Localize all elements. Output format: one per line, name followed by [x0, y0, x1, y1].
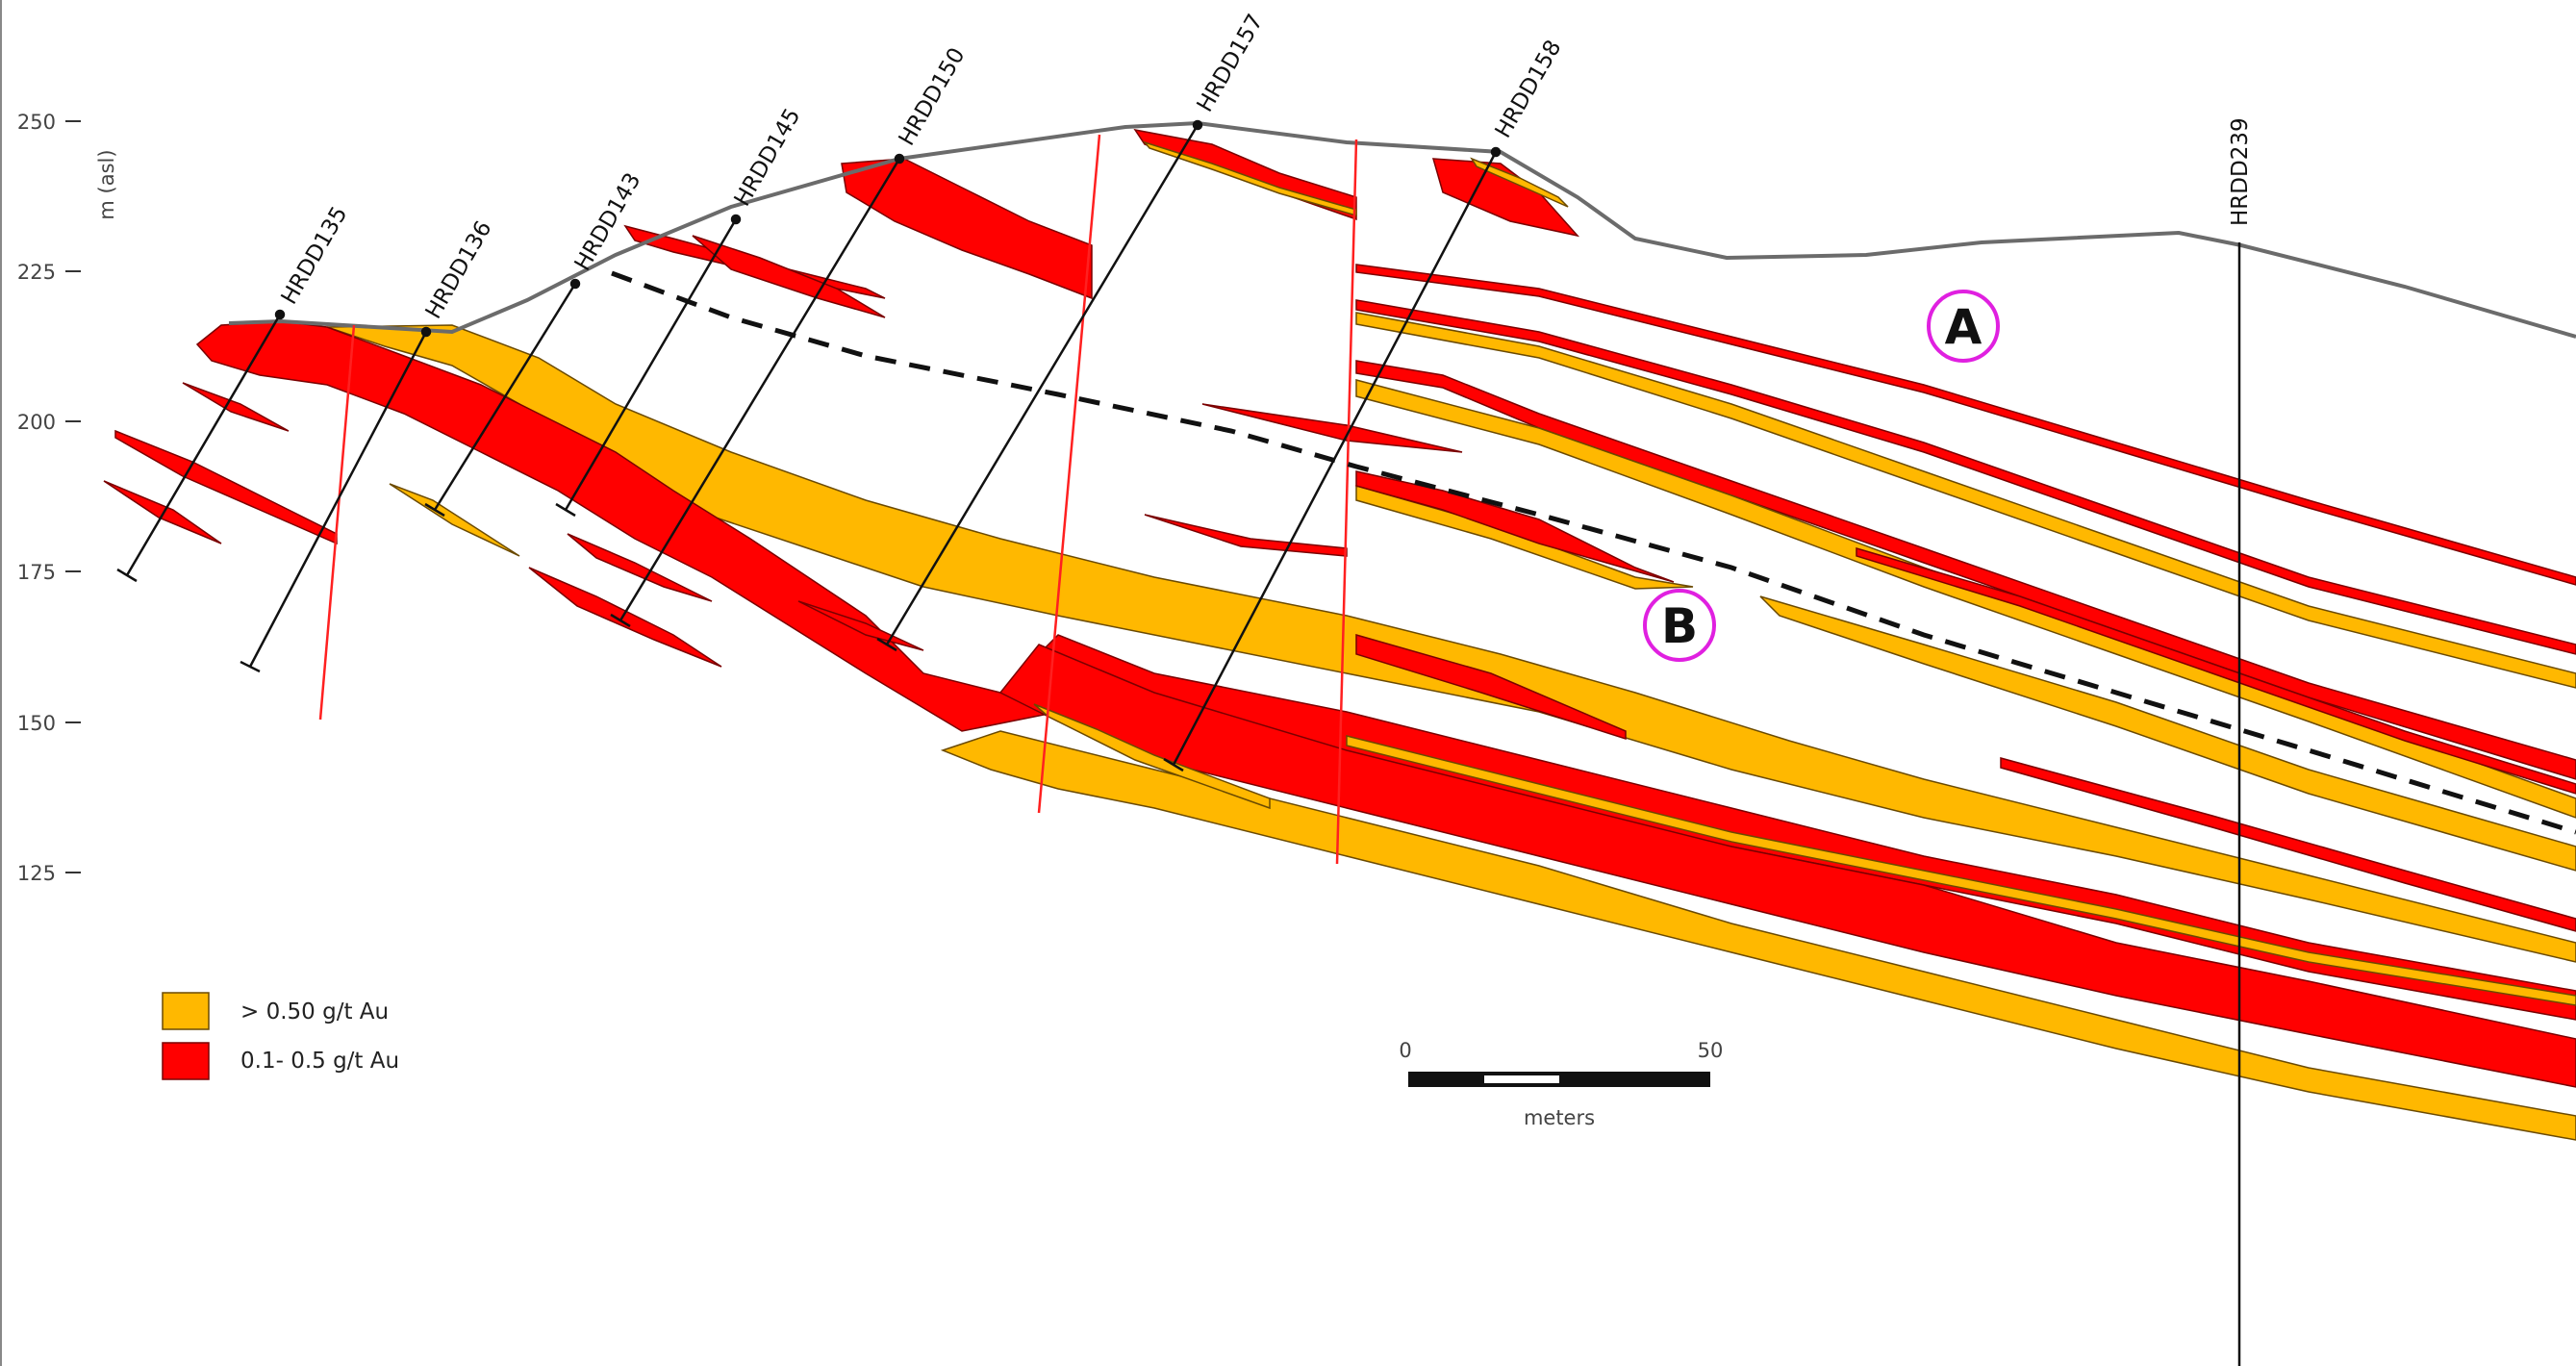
low-grade-zone	[1201, 403, 1463, 453]
low-grade-zone	[114, 429, 338, 545]
low-grade-zone	[1355, 360, 2576, 780]
drillhole-collar	[1192, 119, 1203, 131]
low-grade-zone	[1355, 634, 1627, 741]
drillhole-trace	[433, 283, 577, 511]
scale-unit-label: meters	[1524, 1106, 1595, 1129]
y-axis: 250 225 200 175 150 125 m (asl)	[17, 111, 118, 885]
drillhole-end-tick	[240, 660, 261, 673]
high-grade-zone	[1033, 703, 1271, 810]
drillhole-end-tick	[1163, 757, 1184, 772]
drillhole-end-tick	[876, 637, 897, 652]
drillhole-collar	[569, 278, 581, 290]
marker-label: B	[1661, 598, 1698, 654]
high-grade-zone	[1759, 595, 2576, 872]
drillhole-trace	[125, 314, 282, 576]
y-tick-label: 225	[17, 261, 56, 284]
marker-b: B	[1643, 589, 1716, 662]
high-grade-zone	[1142, 140, 1357, 216]
drillhole-trace	[564, 218, 738, 511]
marker-ring	[1927, 290, 2000, 363]
fault-line	[1335, 139, 1358, 865]
low-grade-zone	[1431, 158, 1580, 238]
high-grade-zone	[326, 324, 2576, 963]
drillhole-end-tick	[610, 613, 631, 628]
legend-swatch-high-grade	[162, 992, 210, 1030]
drillhole-collar	[1490, 146, 1502, 158]
legend: > 0.50 g/t Au 0.1- 0.5 g/t Au	[162, 992, 399, 1080]
low-grade-zone	[195, 320, 2576, 1021]
drillhole-collar	[420, 326, 432, 338]
dashed-boundary	[611, 270, 2576, 835]
y-axis-label: m (asl)	[95, 149, 118, 219]
fault-line	[318, 324, 356, 721]
drillhole-collar	[894, 153, 905, 164]
y-tick-label: 250	[17, 111, 56, 134]
high-grade-zone	[1355, 312, 2576, 689]
low-grade-zone	[1144, 514, 1348, 557]
drillhole-label: HRDD158	[1491, 36, 1567, 142]
low-grade-zone	[528, 567, 722, 668]
marker-label: A	[1945, 299, 1983, 355]
legend-swatch-low-grade	[162, 1042, 210, 1080]
low-grade-zone	[2000, 757, 2576, 932]
low-grade-zone	[1355, 470, 1675, 583]
drillhole-end-tick	[424, 502, 445, 518]
drillhole-trace	[248, 331, 428, 668]
drillhole-collar	[274, 309, 286, 320]
y-tick-label: 175	[17, 561, 56, 584]
drillhole-trace	[885, 124, 1200, 645]
marker-ring	[1643, 589, 1716, 662]
low-grade-zone	[1856, 546, 2576, 795]
high-grade-zone	[1470, 157, 1569, 208]
drillhole-trace	[619, 158, 901, 621]
fault-line	[1037, 134, 1101, 814]
ore-lenses	[103, 128, 2576, 1141]
legend-label-low-grade: 0.1- 0.5 g/t Au	[240, 1049, 399, 1074]
drillhole-end-tick	[116, 568, 138, 583]
y-tick-label: 125	[17, 862, 56, 885]
low-grade-zone	[182, 382, 290, 432]
drillhole-trace	[1172, 151, 1498, 766]
drillhole-end-tick	[555, 502, 576, 518]
drillhole-label: HRDD135	[277, 202, 353, 309]
low-grade-zone	[841, 158, 1093, 300]
drillhole-label: HRDD150	[895, 43, 971, 150]
topography-line	[228, 120, 2576, 339]
low-grade-zone	[567, 533, 713, 602]
drillhole-label: HRDD136	[421, 216, 497, 323]
low-grade-zone	[1355, 264, 2576, 586]
high-grade-zone	[940, 730, 2576, 1141]
y-tick-label: 150	[17, 712, 56, 735]
high-grade-zone	[389, 483, 520, 557]
scale-bar: 0 50 meters	[1399, 1039, 1723, 1129]
scale-bar-white-segment	[1484, 1075, 1559, 1083]
drillhole-collar	[730, 214, 742, 225]
drillholes	[116, 119, 2241, 1366]
scale-start-label: 0	[1399, 1039, 1411, 1062]
y-tick-label: 200	[17, 411, 56, 434]
high-grade-zone	[1355, 379, 2576, 819]
low-grade-zone	[797, 600, 924, 651]
high-grade-zone	[1346, 735, 2576, 1006]
drillhole-label: HRDD239	[2228, 117, 2253, 226]
legend-label-high-grade: > 0.50 g/t Au	[240, 999, 389, 1024]
low-grade-zone	[1355, 299, 2576, 655]
drillhole-label: HRDD157	[1193, 10, 1269, 116]
marker-a: A	[1927, 290, 2000, 363]
scale-end-label: 50	[1698, 1039, 1724, 1062]
faults	[318, 134, 1358, 865]
low-grade-zone	[692, 235, 886, 318]
